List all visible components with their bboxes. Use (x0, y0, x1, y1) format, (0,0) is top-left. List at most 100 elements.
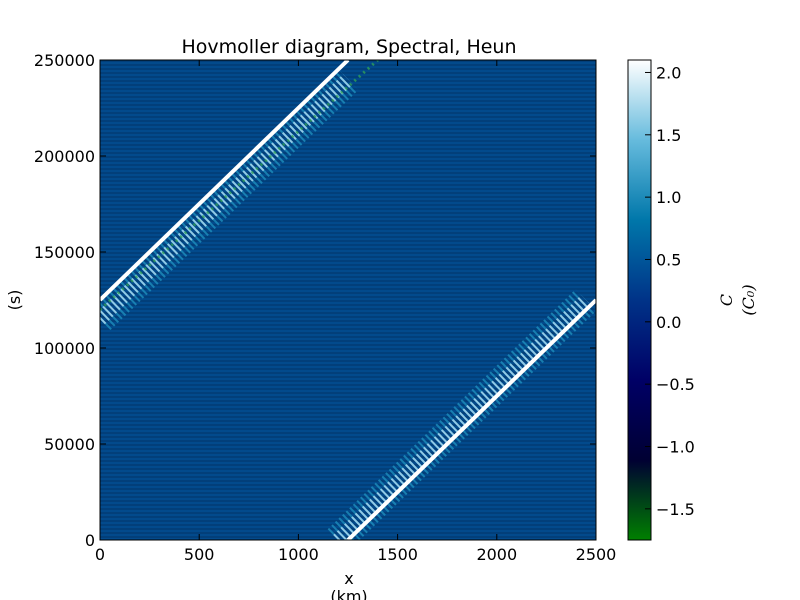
stripe-row (100, 96, 596, 98)
stripe-row (100, 148, 596, 150)
stripe-row (100, 276, 596, 278)
stripe-row (100, 380, 596, 382)
plot-area (99, 59, 597, 541)
chart-title: Hovmoller diagram, Spectral, Heun (181, 36, 516, 58)
colorbar-unit: (C₀) (739, 284, 758, 315)
stripe-row (100, 252, 596, 254)
stripe-row (100, 480, 596, 482)
stripe-row (100, 452, 596, 454)
stripe-row (100, 392, 596, 394)
stripe-row (100, 296, 596, 298)
stripe-row (100, 384, 596, 386)
stripe-row (100, 140, 596, 142)
stripe-row (100, 224, 596, 226)
x-tick-label: 2500 (576, 545, 617, 564)
stripe-row (100, 112, 596, 114)
stripe-row (100, 280, 596, 282)
stripe-row (100, 172, 596, 174)
stripe-row (100, 492, 596, 494)
stripe-row (100, 404, 596, 406)
stripe-row (100, 328, 596, 330)
stripe-row (100, 508, 596, 510)
x-tick-label: 0 (95, 545, 105, 564)
stripe-row (100, 208, 596, 210)
x-axis: 0 500 1000 1500 2000 2500 (95, 60, 616, 564)
stripe-row (100, 292, 596, 294)
y-tick-label: 200000 (34, 147, 95, 166)
stripe-row (100, 348, 596, 350)
stripe-row (100, 372, 596, 374)
stripe-row (100, 360, 596, 362)
stripe-row (100, 484, 596, 486)
stripe-row (100, 436, 596, 438)
stripe-row (100, 500, 596, 502)
stripe-row (100, 448, 596, 450)
y-tick-label: 100000 (34, 339, 95, 358)
stripe-row (100, 420, 596, 422)
stripe-row (100, 388, 596, 390)
stripe-row (100, 188, 596, 190)
stripe-row (100, 516, 596, 518)
stripe-row (100, 356, 596, 358)
colorbar-label: C (717, 294, 736, 306)
colorbar-tick-label: 1.5 (656, 126, 681, 145)
stripe-row (100, 376, 596, 378)
stripe-row (100, 488, 596, 490)
colorbar-tick-label: 0.5 (656, 250, 681, 269)
stripe-row (100, 180, 596, 182)
stripe-row (100, 440, 596, 442)
stripe-row (100, 424, 596, 426)
stripe-row (100, 352, 596, 354)
stripe-row (100, 272, 596, 274)
stripe-row (100, 264, 596, 266)
stripe-row (100, 320, 596, 322)
heatmap-pulses (100, 60, 596, 540)
characteristic-lines (100, 60, 596, 540)
stripe-row (100, 312, 596, 314)
y-tick-label: 0 (85, 531, 95, 550)
stripe-row (100, 256, 596, 258)
colorbar-tick-label: 1.0 (656, 188, 681, 207)
y-tick-label: 150000 (34, 243, 95, 262)
y-axis-label: (s) (5, 290, 24, 311)
stripe-row (100, 432, 596, 434)
stripe-row (100, 64, 596, 66)
stripe-row (100, 156, 596, 158)
y-tick-label: 250000 (34, 51, 95, 70)
stripe-row (100, 324, 596, 326)
stripe-row (100, 116, 596, 118)
x-axis-label: x (344, 569, 353, 588)
stripe-row (100, 216, 596, 218)
stripe-row (100, 528, 596, 530)
stripe-row (100, 464, 596, 466)
stripe-row (100, 412, 596, 414)
stripe-row (100, 428, 596, 430)
stripe-row (100, 248, 596, 250)
x-tick-label: 1500 (377, 545, 418, 564)
x-tick-label: 500 (184, 545, 215, 564)
stripe-row (100, 72, 596, 74)
stripe-row (100, 316, 596, 318)
stripe-row (100, 232, 596, 234)
stripe-row (100, 212, 596, 214)
stripe-row (100, 124, 596, 126)
colorbar-tick-label: 0.0 (656, 313, 681, 332)
stripe-row (100, 164, 596, 166)
stripe-row (100, 456, 596, 458)
colorbar-ticks: −1.5 −1.0 −0.5 0.0 0.5 1.0 1.5 2.0 (645, 63, 695, 519)
stripe-row (100, 304, 596, 306)
colorbar-tick-label: 2.0 (656, 63, 681, 82)
stripe-row (100, 284, 596, 286)
stripe-row (100, 308, 596, 310)
stripe-row (100, 240, 596, 242)
stripe-row (100, 504, 596, 506)
colorbar: −1.5 −1.0 −0.5 0.0 0.5 1.0 1.5 2.0 C (C₀) (627, 59, 758, 541)
colorbar-tick-label: −1.0 (656, 437, 695, 456)
stripe-row (100, 100, 596, 102)
stripe-row (100, 168, 596, 170)
stripe-row (100, 136, 596, 138)
plot-frame (99, 59, 597, 541)
stripe-row (100, 196, 596, 198)
stripe-row (100, 396, 596, 398)
stripe-row (100, 236, 596, 238)
